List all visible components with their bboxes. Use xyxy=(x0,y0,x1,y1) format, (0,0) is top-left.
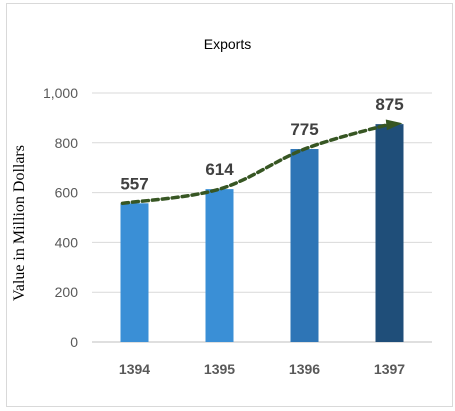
y-tick-label: 0 xyxy=(70,334,78,350)
y-tick-label: 400 xyxy=(55,234,79,250)
data-label: 614 xyxy=(205,160,234,179)
bar xyxy=(290,149,319,342)
x-tick-label: 1395 xyxy=(204,361,235,377)
y-tick-label: 1,000 xyxy=(43,85,78,101)
labels: 0 200 400 600 800 1,000 557 1394 614 1395 775 1396 8… xyxy=(43,85,405,377)
bar xyxy=(120,203,149,342)
x-tick-label: 1394 xyxy=(119,361,150,377)
data-label: 775 xyxy=(290,120,318,139)
data-label: 557 xyxy=(120,174,148,193)
y-tick-label: 600 xyxy=(55,185,79,201)
gridlines xyxy=(92,92,432,343)
bar xyxy=(375,124,404,342)
trendline-path xyxy=(120,122,392,206)
x-tick-label: 1397 xyxy=(374,361,405,377)
trendline xyxy=(120,119,403,206)
bar xyxy=(205,189,234,342)
trendline-arrowhead xyxy=(385,119,403,131)
data-label: 875 xyxy=(375,95,403,114)
bars xyxy=(120,124,404,342)
y-tick-label: 800 xyxy=(55,135,79,151)
x-tick-label: 1396 xyxy=(289,361,320,377)
y-tick-label: 200 xyxy=(55,284,79,300)
chart-title: Exports xyxy=(203,36,252,52)
